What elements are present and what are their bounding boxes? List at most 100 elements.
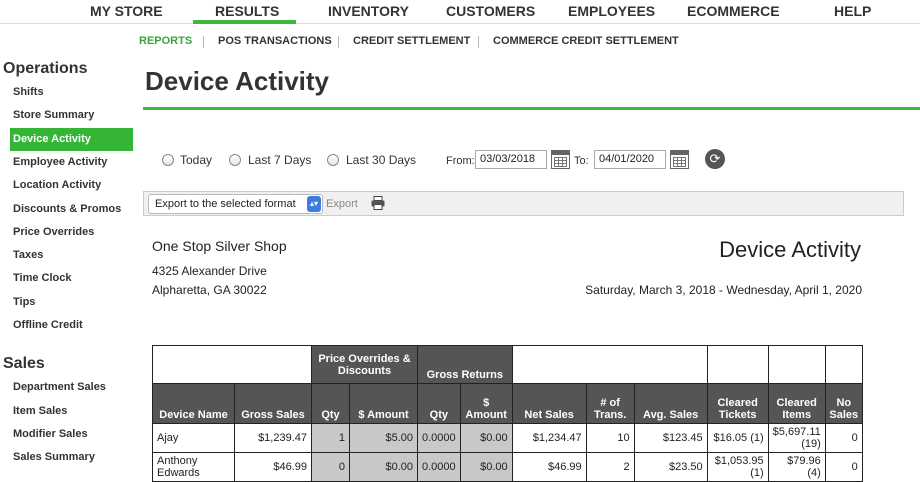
col-avg-sales: Avg. Sales	[633, 383, 708, 424]
cell-override-qty: 0	[311, 452, 350, 482]
report-address-line2: Alpharetta, GA 30022	[152, 283, 267, 297]
cell-gross-sales: $46.99	[234, 452, 312, 482]
export-toolbar: Export to the selected format ▴▾ Export	[143, 191, 904, 216]
cell-returns-amount: $0.00	[459, 452, 513, 482]
from-date-input[interactable]: 03/03/2018	[475, 150, 547, 169]
table-row: Ajay $1,239.47 1 $5.00 0.0000 $0.00 $1,2…	[152, 423, 863, 453]
subnav-credit-settlement[interactable]: CREDIT SETTLEMENT	[353, 35, 471, 47]
cell-net-sales: $1,234.47	[511, 423, 587, 453]
col-net-sales: Net Sales	[511, 383, 587, 424]
cell-override-qty: 1	[311, 423, 350, 453]
nav-help[interactable]: HELP	[834, 3, 872, 19]
cell-cleared-tickets: $1,053.95 (1)	[706, 452, 769, 482]
sidebar-item-department-sales[interactable]: Department Sales	[13, 381, 106, 393]
table-header-blank	[767, 345, 826, 384]
radio-today[interactable]	[162, 154, 174, 166]
export-format-select[interactable]: Export to the selected format ▴▾	[148, 194, 323, 214]
range-last-30-days-label[interactable]: Last 30 Days	[346, 153, 417, 167]
to-date-input[interactable]: 04/01/2020	[594, 150, 666, 169]
col-override-amount: $ Amount	[349, 383, 418, 424]
table-header-blank	[511, 345, 708, 384]
report-address-line1: 4325 Alexander Drive	[152, 264, 267, 278]
sidebar-item-device-activity[interactable]: Device Activity	[13, 133, 91, 145]
title-divider	[143, 107, 920, 110]
range-today-label[interactable]: Today	[180, 153, 213, 167]
cell-gross-sales: $1,239.47	[234, 423, 312, 453]
sidebar-item-offline-credit[interactable]: Offline Credit	[13, 319, 83, 331]
group-header-gross-returns: Gross Returns	[417, 345, 513, 384]
sidebar-item-item-sales[interactable]: Item Sales	[13, 405, 68, 417]
cell-override-amount: $0.00	[349, 452, 418, 482]
export-format-value: Export to the selected format	[155, 198, 296, 210]
cell-cleared-items: $79.96 (4)	[767, 452, 826, 482]
col-device-name: Device Name	[152, 383, 235, 424]
sidebar-item-price-overrides[interactable]: Price Overrides	[13, 226, 95, 238]
cell-no-sales: 0	[824, 423, 863, 453]
sidebar-item-shifts[interactable]: Shifts	[13, 86, 44, 98]
sidebar-item-employee-activity[interactable]: Employee Activity	[13, 156, 108, 168]
sidebar-item-time-clock[interactable]: Time Clock	[13, 272, 72, 284]
cell-net-sales: $46.99	[511, 452, 587, 482]
nav-results[interactable]: RESULTS	[215, 3, 280, 19]
cell-cleared-items: $5,697.11 (19)	[767, 423, 826, 453]
cell-avg-sales: $23.50	[633, 452, 708, 482]
col-returns-amount: $ Amount	[459, 383, 513, 424]
cell-no-sales: 0	[824, 452, 863, 482]
table-group-header-row: Price Overrides & Discounts Gross Return…	[152, 345, 863, 384]
sidebar-item-location-activity[interactable]: Location Activity	[13, 179, 102, 191]
subnav-reports[interactable]: REPORTS	[139, 35, 193, 47]
table-header-blank	[824, 345, 863, 384]
col-cleared-items: Cleared Items	[767, 383, 826, 424]
cell-returns-qty: 0.0000	[417, 452, 461, 482]
radio-last-7-days[interactable]	[229, 154, 241, 166]
to-calendar-icon[interactable]	[670, 150, 689, 169]
sidebar-item-taxes[interactable]: Taxes	[13, 249, 44, 261]
nav-inventory[interactable]: INVENTORY	[328, 3, 409, 19]
sidebar-item-modifier-sales[interactable]: Modifier Sales	[13, 428, 88, 440]
subnav-divider	[203, 36, 204, 48]
report-title: Device Activity	[719, 237, 861, 262]
to-label: To:	[574, 155, 589, 167]
subnav-divider	[478, 36, 479, 48]
subnav-divider	[338, 36, 339, 48]
select-arrows-icon: ▴▾	[307, 196, 321, 212]
report-date-range: Saturday, March 3, 2018 - Wednesday, Apr…	[585, 283, 862, 297]
subnav-commerce-credit-settlement[interactable]: COMMERCE CREDIT SETTLEMENT	[493, 35, 679, 47]
sidebar-item-tips[interactable]: Tips	[13, 296, 36, 308]
top-nav: MY STORE RESULTS INVENTORY CUSTOMERS EMP…	[0, 0, 920, 24]
cell-cleared-tickets: $16.05 (1)	[706, 423, 769, 453]
col-no-sales: No Sales	[824, 383, 863, 424]
subnav-pos-transactions[interactable]: POS TRANSACTIONS	[218, 35, 332, 47]
sidebar-heading-operations: Operations	[3, 60, 88, 77]
radio-last-30-days[interactable]	[327, 154, 339, 166]
from-label: From:	[446, 155, 475, 167]
nav-customers[interactable]: CUSTOMERS	[446, 3, 536, 19]
cell-returns-amount: $0.00	[459, 423, 513, 453]
export-button[interactable]: Export	[326, 198, 358, 210]
cell-num-trans: 2	[585, 452, 635, 482]
device-activity-table: Price Overrides & Discounts Gross Return…	[152, 345, 863, 482]
table-header-blank	[152, 345, 312, 384]
cell-device-name: Anthony Edwards	[152, 452, 235, 482]
sidebar-item-sales-summary[interactable]: Sales Summary	[13, 451, 95, 463]
page-title: Device Activity	[145, 66, 330, 96]
from-calendar-icon[interactable]	[551, 150, 570, 169]
cell-num-trans: 10	[585, 423, 635, 453]
range-last-7-days-label[interactable]: Last 7 Days	[248, 153, 312, 167]
col-num-trans: # of Trans.	[585, 383, 635, 424]
col-override-qty: Qty	[311, 383, 350, 424]
sidebar-item-discounts-promos[interactable]: Discounts & Promos	[13, 203, 122, 215]
col-gross-sales: Gross Sales	[234, 383, 312, 424]
nav-active-indicator	[193, 20, 296, 24]
print-icon[interactable]	[371, 196, 385, 210]
nav-employees[interactable]: EMPLOYEES	[568, 3, 656, 19]
nav-ecommerce[interactable]: ECOMMERCE	[687, 3, 780, 19]
col-cleared-tickets: Cleared Tickets	[706, 383, 769, 424]
refresh-icon[interactable]: ⟳	[705, 149, 725, 169]
cell-device-name: Ajay	[152, 423, 235, 453]
sidebar-item-store-summary[interactable]: Store Summary	[13, 109, 95, 121]
table-header-row: Device Name Gross Sales Qty $ Amount Qty…	[152, 383, 863, 424]
table-header-blank	[706, 345, 769, 384]
nav-my-store[interactable]: MY STORE	[90, 3, 163, 19]
sub-nav: REPORTS POS TRANSACTIONS CREDIT SETTLEME…	[0, 24, 920, 58]
